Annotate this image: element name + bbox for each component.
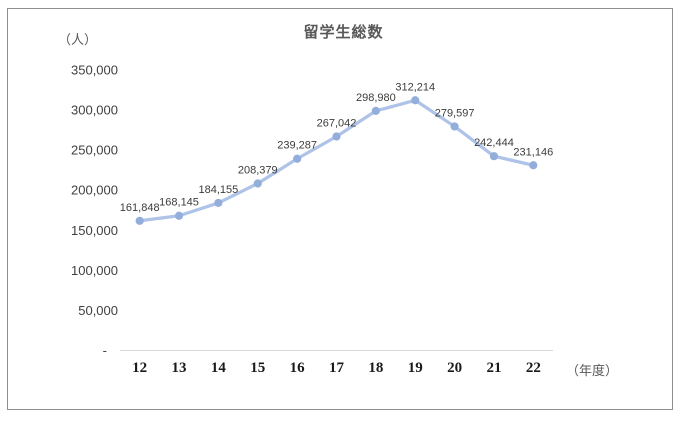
y-axis-tick-label: 300,000 (71, 103, 118, 118)
data-point-marker (371, 106, 380, 115)
x-axis-tick-label: 12 (132, 360, 147, 376)
chart-title: 留学生総数 (303, 24, 384, 41)
y-axis-tick-label: 50,000 (78, 303, 118, 318)
data-point-marker (450, 122, 459, 131)
data-point-marker (411, 96, 420, 105)
data-point-marker (489, 152, 499, 161)
data-label: 242,444 (474, 137, 514, 149)
data-label: 267,042 (317, 117, 357, 129)
data-label: 279,597 (435, 107, 475, 119)
data-label: 208,379 (238, 164, 278, 176)
x-axis-tick-label: 15 (250, 360, 265, 376)
y-axis-tick-label: - (103, 343, 107, 358)
x-axis-tick-label: 19 (408, 360, 423, 376)
y-axis-tick-label: 250,000 (71, 143, 118, 158)
data-point-marker (529, 161, 538, 170)
data-point-marker (174, 211, 184, 220)
y-axis-tick-label: 150,000 (71, 223, 118, 238)
y-axis-unit-label: （人） (58, 32, 98, 47)
x-axis-tick-label: 17 (329, 360, 345, 376)
data-label: 161,848 (120, 202, 160, 214)
data-label: 298,980 (356, 92, 396, 104)
data-point-marker (253, 179, 262, 188)
data-label: 184,155 (199, 184, 239, 196)
data-point-marker (135, 216, 144, 225)
data-point-marker (214, 198, 223, 208)
data-point-marker (332, 132, 341, 141)
data-label: 168,145 (159, 197, 199, 209)
chart-frame (7, 8, 673, 410)
data-label: 231,146 (513, 146, 553, 158)
x-axis-tick-label: 13 (172, 360, 187, 376)
x-axis-tick-label: 20 (447, 360, 462, 376)
y-axis-tick-label: 200,000 (71, 183, 118, 198)
data-label: 312,214 (395, 81, 435, 93)
data-point-marker (293, 154, 302, 163)
data-label: 239,287 (277, 140, 317, 152)
x-axis-unit-label: （年度） (566, 363, 619, 378)
x-axis-tick-label: 22 (526, 360, 541, 376)
x-axis-tick-label: 18 (368, 360, 383, 376)
x-axis-tick-label: 16 (290, 360, 306, 376)
y-axis-tick-label: 350,000 (71, 63, 118, 78)
x-axis-tick-label: 21 (486, 360, 501, 376)
x-axis-tick-label: 14 (211, 360, 227, 376)
y-axis-tick-label: 100,000 (71, 263, 118, 278)
